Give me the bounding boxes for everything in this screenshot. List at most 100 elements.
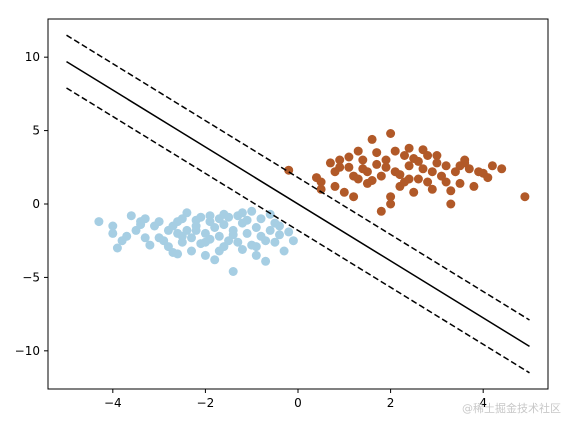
- margin-line: [66, 87, 530, 374]
- scatter-point: [353, 174, 363, 184]
- x-tick-label: 4: [479, 396, 487, 410]
- scatter-point: [275, 221, 284, 231]
- scatter-point: [427, 184, 437, 194]
- scatter-point: [441, 177, 451, 187]
- scatter-point: [367, 134, 377, 144]
- scatter-point: [182, 208, 192, 218]
- scatter-point: [367, 176, 377, 185]
- scatter-point: [520, 192, 530, 202]
- scatter-point: [404, 161, 414, 171]
- scatter-point: [376, 171, 386, 181]
- scatter-point: [122, 231, 132, 241]
- scatter-point: [423, 151, 433, 160]
- scatter-point: [395, 170, 405, 180]
- scatter-point: [316, 184, 326, 194]
- scatter-point: [330, 181, 340, 191]
- scatter-point: [256, 214, 266, 224]
- decision-boundary-line: [66, 60, 530, 348]
- scatter-point: [275, 230, 284, 240]
- scatter-point: [145, 240, 155, 250]
- scatter-point: [237, 208, 247, 218]
- y-tick-label: −5: [22, 270, 40, 284]
- scatter-point: [242, 228, 252, 238]
- scatter-point: [233, 237, 243, 247]
- scatter-point: [288, 236, 298, 246]
- scatter-point: [228, 230, 238, 240]
- scatter-point: [140, 233, 150, 243]
- scatter-point: [219, 209, 229, 219]
- scatter-point: [362, 167, 372, 177]
- scatter-point: [446, 186, 456, 196]
- scatter-point: [242, 215, 252, 225]
- scatter-point: [210, 223, 220, 232]
- scatter-point: [483, 173, 493, 183]
- scatter-point: [390, 146, 400, 156]
- plot-area: [66, 34, 530, 374]
- scatter-point: [386, 199, 396, 209]
- scatter-point: [353, 146, 363, 156]
- x-tick-label: −4: [104, 396, 122, 410]
- scatter-point: [358, 155, 368, 165]
- y-tick-label: 0: [32, 197, 40, 211]
- scatter-point: [247, 206, 257, 216]
- scatter-point: [372, 159, 382, 169]
- scatter-point: [200, 250, 210, 260]
- scatter-point: [400, 151, 409, 160]
- scatter-point: [205, 211, 215, 221]
- scatter-point: [423, 177, 433, 187]
- scatter-point: [251, 242, 261, 252]
- y-tick-label: 5: [32, 124, 40, 138]
- scatter-point: [330, 167, 340, 177]
- scatter-point: [284, 227, 294, 237]
- scatter-point: [386, 129, 396, 138]
- scatter-point: [177, 231, 187, 241]
- scatter-point: [261, 236, 271, 246]
- scatter-point: [381, 155, 391, 165]
- watermark: @稀土掘金技术社区: [462, 402, 561, 415]
- scatter-point: [386, 192, 396, 202]
- scatter-point: [187, 246, 196, 256]
- scatter-point: [469, 181, 479, 191]
- x-tick-label: −2: [197, 396, 215, 410]
- scatter-point: [191, 225, 201, 235]
- y-tick-label: −10: [15, 344, 40, 358]
- scatter-point: [335, 155, 345, 165]
- scatter-point: [376, 206, 386, 216]
- scatter-point: [187, 233, 196, 243]
- scatter-point: [261, 256, 271, 266]
- scatter-point: [409, 154, 419, 163]
- scatter-point: [446, 199, 456, 209]
- margin-line: [66, 34, 530, 321]
- x-tick-label: 2: [387, 396, 395, 410]
- scatter-point: [279, 246, 289, 256]
- scatter-point: [126, 211, 136, 221]
- scatter-point: [173, 217, 183, 227]
- x-tick-label: 0: [294, 396, 302, 410]
- scatter-point: [265, 225, 275, 235]
- scatter-point: [136, 220, 146, 230]
- scatter-point: [191, 215, 201, 225]
- scatter-point: [154, 217, 164, 227]
- scatter-point: [344, 162, 354, 172]
- scatter-point: [270, 237, 280, 247]
- scatter-point: [219, 220, 229, 230]
- scatter-point: [381, 162, 391, 172]
- scatter-point: [372, 148, 382, 158]
- scatter-point: [210, 255, 220, 265]
- scatter-point: [497, 164, 507, 174]
- scatter-point: [168, 248, 178, 257]
- scatter-point: [344, 152, 354, 162]
- scatter-point: [214, 246, 224, 256]
- scatter-point: [487, 161, 497, 171]
- scatter-point: [413, 174, 423, 184]
- scatter-point: [108, 221, 118, 231]
- scatter-point: [400, 177, 409, 187]
- scatter-point: [316, 177, 326, 187]
- scatter-point: [251, 250, 261, 260]
- scatter-point: [455, 178, 465, 188]
- scatter-point: [325, 158, 335, 168]
- scatter-point: [418, 164, 428, 174]
- scatter-point: [349, 192, 359, 202]
- y-tick-label: 10: [25, 50, 40, 64]
